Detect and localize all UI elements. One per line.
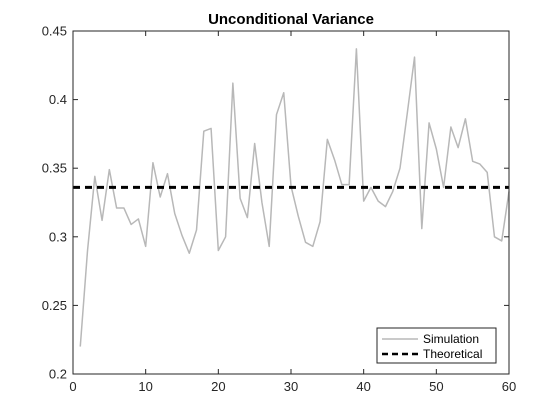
series-layer — [73, 48, 510, 347]
y-tick-label: 0.4 — [49, 92, 67, 107]
y-tick-label: 0.25 — [42, 298, 67, 313]
y-tick-label: 0.35 — [42, 161, 67, 176]
legend-theoretical-label: Theoretical — [423, 347, 482, 361]
plot-area — [73, 31, 509, 374]
axes-layer: 0 10 20 30 40 50 60 0.2 0.25 0.3 0.35 0.4 0.45 — [42, 24, 517, 395]
x-tick-label: 20 — [211, 379, 225, 394]
y-tick-label: 0.45 — [42, 24, 67, 39]
x-tick-label: 0 — [69, 379, 76, 394]
x-tick-label: 10 — [138, 379, 152, 394]
x-tick-label: 30 — [284, 379, 298, 394]
legend: Simulation Theoretical — [376, 327, 497, 364]
series-line-simulation — [79, 48, 510, 347]
chart-title: Unconditional Variance — [208, 11, 374, 28]
x-tick-label: 50 — [429, 379, 443, 394]
y-tick-label: 0.2 — [49, 367, 67, 382]
y-tick-label: 0.3 — [49, 229, 67, 244]
x-tick-label: 40 — [356, 379, 370, 394]
legend-box — [376, 327, 497, 364]
x-tick-label: 60 — [502, 379, 516, 394]
legend-simulation-label: Simulation — [423, 332, 479, 346]
